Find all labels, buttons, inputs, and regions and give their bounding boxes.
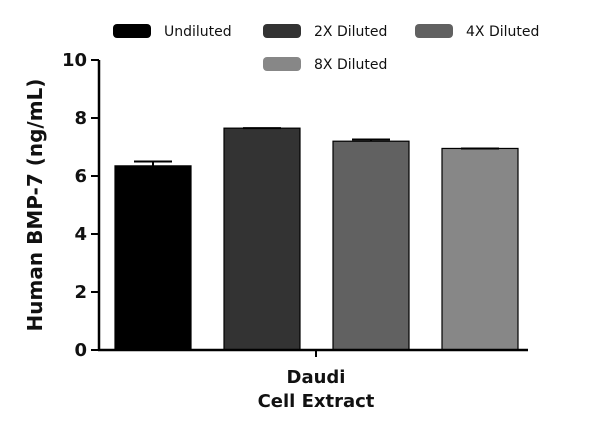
bar-8x-diluted (441, 147, 519, 351)
legend-label: 4X Diluted (466, 24, 539, 40)
y-tick-label: 4 (74, 224, 87, 245)
bar-2x-diluted (223, 127, 301, 351)
plot-area (114, 127, 519, 351)
legend-swatch (263, 57, 301, 71)
legend-label: Undiluted (164, 24, 232, 40)
y-tick-label: 8 (74, 108, 87, 129)
x-category-label-line2: Cell Extract (258, 391, 375, 412)
y-tick-label: 2 (74, 282, 87, 303)
x-category-label-line1: Daudi (287, 367, 346, 388)
y-axis-ticks: 0 2 4 6 8 10 (62, 50, 99, 361)
legend-swatch (113, 24, 151, 38)
y-tick-label: 10 (62, 50, 87, 71)
y-tick-label: 0 (74, 340, 87, 361)
legend: Undiluted 2X Diluted 4X Diluted 8X Diluted (113, 24, 539, 73)
bar-undiluted (114, 165, 192, 351)
legend-swatch (415, 24, 453, 38)
legend-swatch (263, 24, 301, 38)
legend-label: 2X Diluted (314, 24, 387, 40)
y-axis-title: Human BMP-7 (ng/mL) (23, 79, 47, 332)
legend-label: 8X Diluted (314, 57, 387, 73)
bar-4x-diluted (332, 140, 410, 351)
y-tick-label: 6 (74, 166, 87, 187)
